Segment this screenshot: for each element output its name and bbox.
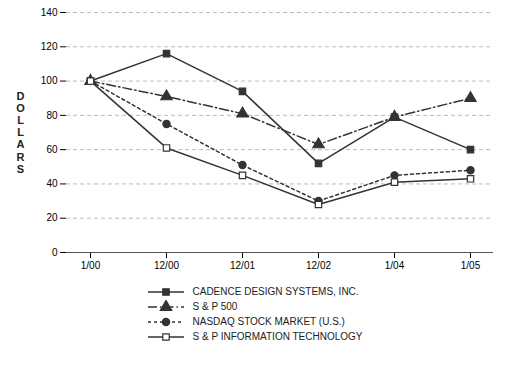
html-text:S & P 500: S & P 500	[192, 301, 238, 312]
svg-text:DOLLARS: DOLLARS	[16, 90, 25, 175]
svg-text:80: 80	[46, 110, 58, 121]
html-text:NASDAQ STOCK MARKET (U.S.): NASDAQ STOCK MARKET (U.S.)	[192, 316, 345, 327]
svg-text:20: 20	[46, 212, 58, 223]
svg-text:60: 60	[46, 144, 58, 155]
svg-text:1/04: 1/04	[385, 260, 405, 271]
svg-text:12/02: 12/02	[306, 260, 331, 271]
svg-text:0: 0	[52, 247, 58, 258]
svg-text:12/00: 12/00	[154, 260, 179, 271]
svg-text:120: 120	[41, 41, 58, 52]
svg-text:12/01: 12/01	[230, 260, 255, 271]
svg-text:140: 140	[41, 7, 58, 18]
svg-text:1/00: 1/00	[81, 260, 101, 271]
svg-text:40: 40	[46, 178, 58, 189]
html-text:CADENCE DESIGN SYSTEMS, INC.: CADENCE DESIGN SYSTEMS, INC.	[192, 286, 359, 297]
html-text:S & P INFORMATION TECHNOLOGY: S & P INFORMATION TECHNOLOGY	[192, 331, 363, 342]
svg-text:1/05: 1/05	[461, 260, 481, 271]
svg-text:100: 100	[41, 75, 58, 86]
